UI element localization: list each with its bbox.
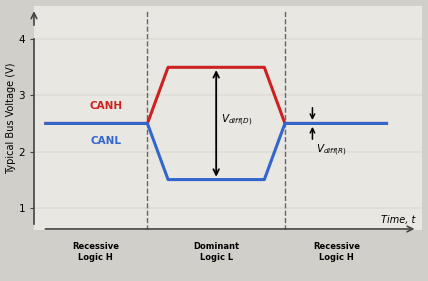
Text: Dominant
Logic L: Dominant Logic L (193, 243, 239, 262)
Text: $\mathit{V}_{\mathit{diff(R)}}$: $\mathit{V}_{\mathit{diff(R)}}$ (316, 143, 347, 158)
Text: Recessive
Logic H: Recessive Logic H (313, 243, 360, 262)
Text: CANL: CANL (91, 136, 122, 146)
Text: Recessive
Logic H: Recessive Logic H (72, 243, 119, 262)
Y-axis label: Typical Bus Voltage (V): Typical Bus Voltage (V) (6, 62, 15, 174)
Text: Time, t: Time, t (381, 215, 416, 225)
Text: CANH: CANH (89, 101, 123, 111)
Text: $\mathit{V}_{\mathit{diff(D)}}$: $\mathit{V}_{\mathit{diff(D)}}$ (221, 113, 253, 128)
